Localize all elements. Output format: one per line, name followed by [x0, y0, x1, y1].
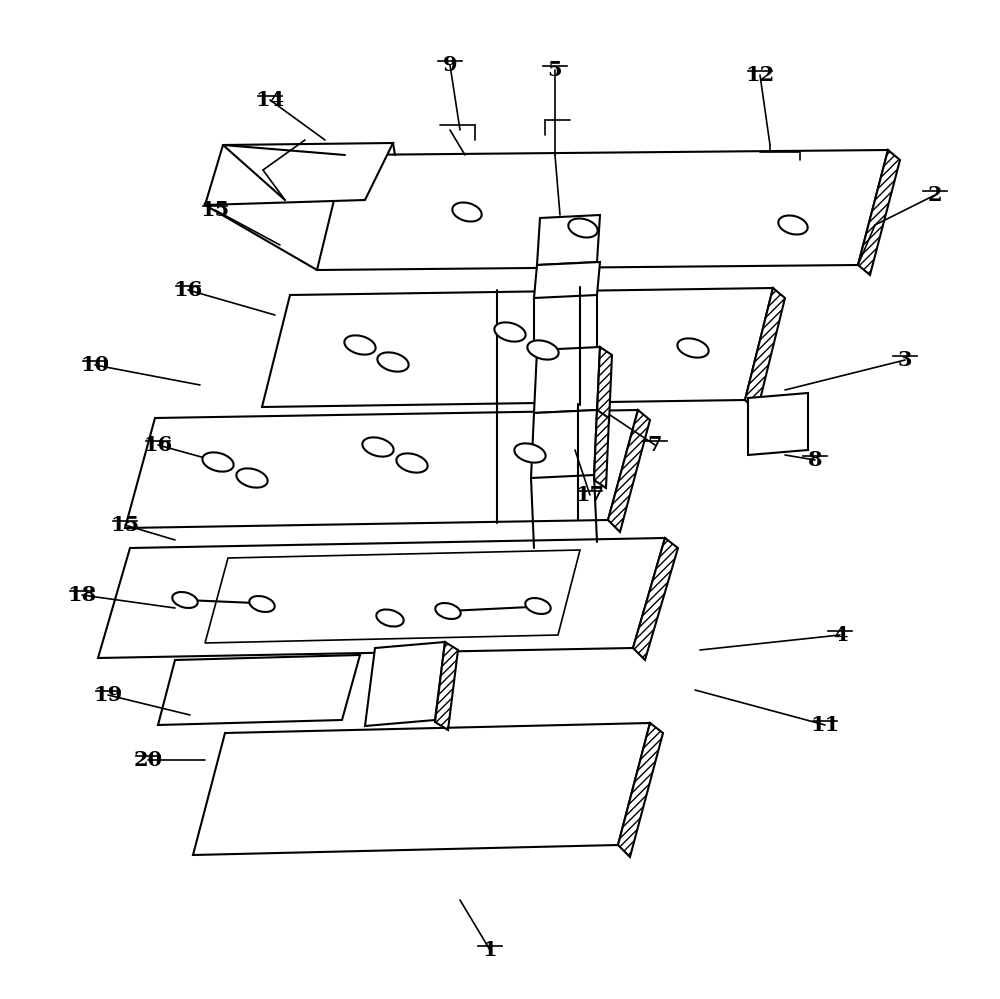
Text: 19: 19 [93, 685, 123, 705]
Polygon shape [158, 655, 360, 725]
Polygon shape [534, 347, 600, 413]
Polygon shape [608, 410, 650, 532]
Ellipse shape [249, 596, 275, 612]
Ellipse shape [344, 336, 376, 355]
Ellipse shape [494, 323, 526, 342]
Polygon shape [597, 347, 612, 422]
Text: 15: 15 [200, 200, 230, 220]
Polygon shape [435, 642, 458, 730]
Polygon shape [534, 262, 600, 298]
Text: 16: 16 [143, 435, 173, 455]
Text: 5: 5 [548, 60, 562, 80]
Ellipse shape [514, 444, 546, 463]
Ellipse shape [435, 603, 461, 619]
Polygon shape [262, 288, 773, 407]
Ellipse shape [202, 453, 234, 472]
Polygon shape [618, 723, 663, 857]
Text: 10: 10 [80, 355, 110, 375]
Polygon shape [633, 538, 678, 660]
Text: 7: 7 [648, 435, 662, 455]
Text: 20: 20 [133, 750, 163, 770]
Polygon shape [193, 723, 650, 855]
Ellipse shape [527, 341, 559, 360]
Text: 8: 8 [808, 450, 822, 470]
Text: 9: 9 [443, 55, 457, 75]
Polygon shape [531, 410, 597, 478]
Text: 16: 16 [173, 280, 203, 300]
Polygon shape [594, 410, 609, 488]
Polygon shape [745, 288, 785, 412]
Text: 18: 18 [67, 585, 97, 605]
Text: 4: 4 [833, 625, 847, 645]
Polygon shape [125, 410, 638, 528]
Text: 15: 15 [110, 515, 140, 535]
Text: 17: 17 [575, 485, 605, 505]
Ellipse shape [568, 219, 598, 238]
Text: 12: 12 [745, 65, 775, 85]
Ellipse shape [677, 339, 709, 358]
Ellipse shape [236, 469, 268, 488]
Ellipse shape [525, 598, 551, 614]
Polygon shape [205, 143, 393, 205]
Polygon shape [537, 215, 600, 265]
Ellipse shape [376, 609, 404, 626]
Polygon shape [317, 150, 888, 270]
Text: 1: 1 [483, 940, 497, 960]
Ellipse shape [452, 203, 482, 222]
Ellipse shape [778, 216, 808, 235]
Text: 2: 2 [928, 185, 942, 205]
Polygon shape [748, 393, 808, 455]
Polygon shape [365, 642, 445, 726]
Ellipse shape [396, 454, 428, 473]
Ellipse shape [362, 438, 394, 457]
Text: 14: 14 [255, 90, 285, 110]
Text: 3: 3 [898, 350, 912, 370]
Text: 11: 11 [810, 715, 840, 735]
Ellipse shape [377, 353, 409, 372]
Polygon shape [858, 150, 900, 275]
Polygon shape [205, 550, 580, 643]
Polygon shape [98, 538, 665, 658]
Ellipse shape [172, 592, 198, 608]
